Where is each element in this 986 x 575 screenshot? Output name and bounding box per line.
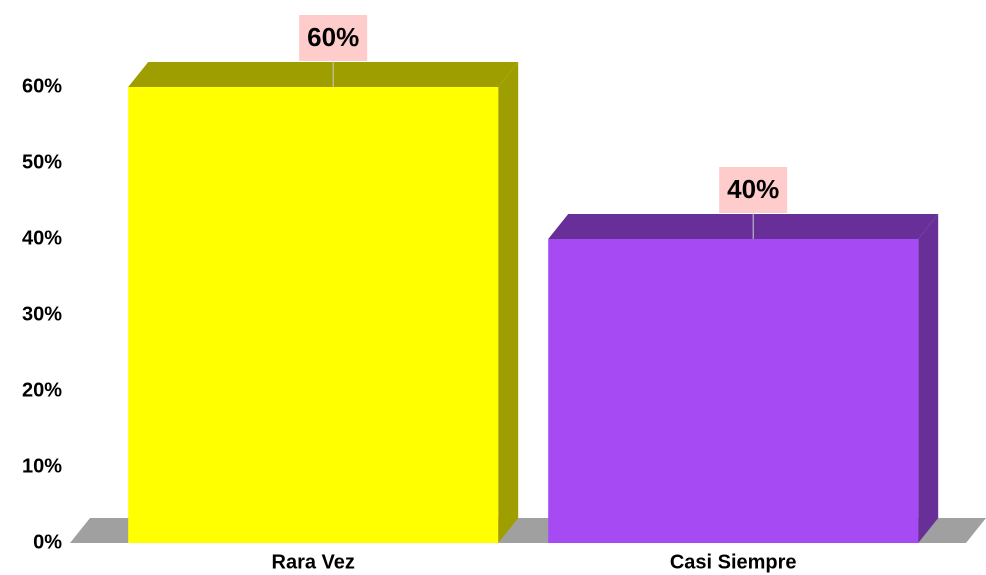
bar-side bbox=[498, 62, 519, 543]
y-tick-label: 10% bbox=[22, 455, 62, 477]
bar-top bbox=[128, 62, 519, 87]
value-label: 40% bbox=[727, 174, 779, 204]
value-label-bg bbox=[719, 167, 788, 213]
x-tick-label: Rara Vez bbox=[272, 551, 355, 573]
bar-top bbox=[548, 214, 939, 239]
y-tick-label: 40% bbox=[22, 227, 62, 249]
value-label-bg bbox=[299, 15, 368, 61]
value-label: 60% bbox=[307, 22, 359, 52]
y-tick-label: 30% bbox=[22, 303, 62, 325]
bar-side bbox=[918, 214, 939, 543]
y-tick-label: 50% bbox=[22, 151, 62, 173]
y-tick-label: 60% bbox=[22, 75, 62, 97]
x-tick-label: Casi Siempre bbox=[670, 551, 797, 573]
y-tick-label: 20% bbox=[22, 379, 62, 401]
bar bbox=[128, 87, 499, 543]
y-tick-label: 0% bbox=[33, 531, 62, 553]
bar bbox=[548, 239, 919, 543]
